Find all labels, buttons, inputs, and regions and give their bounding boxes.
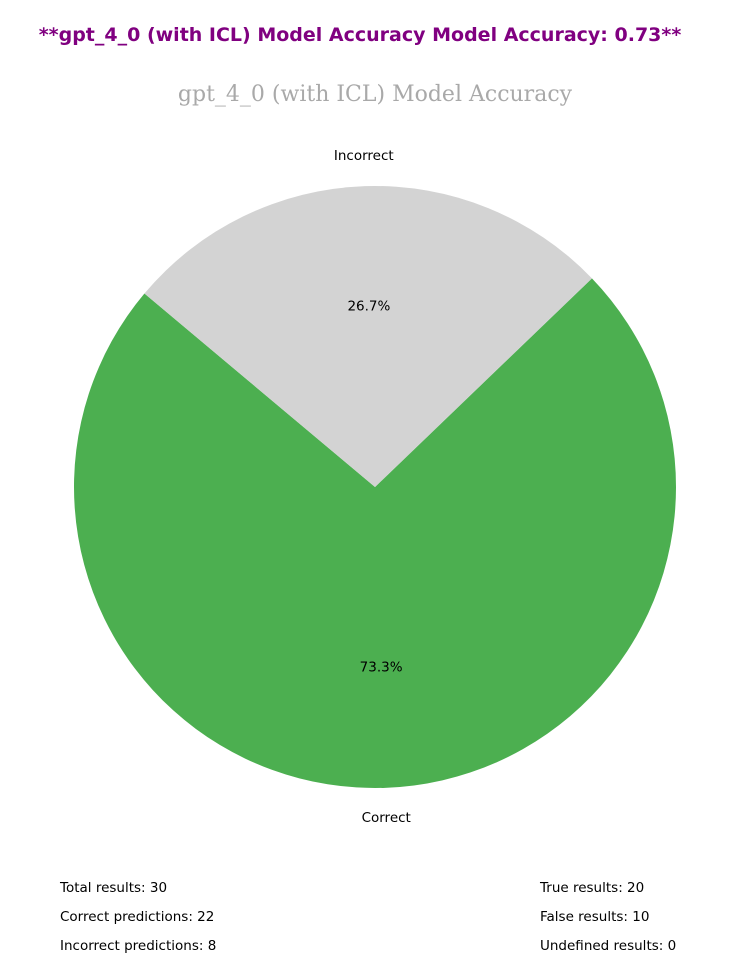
pie-value-label-incorrect: 26.7% (347, 299, 390, 315)
stat-undefined-results: Undefined results: 0 (540, 938, 677, 954)
pie-label-correct: Correct (362, 810, 411, 826)
stat-correct-predictions: Correct predictions: 22 (60, 909, 215, 925)
stat-true-results: True results: 20 (540, 880, 645, 896)
pie-value-label-correct: 73.3% (360, 659, 403, 675)
pie-slice-correct (74, 278, 676, 789)
headline: **gpt_4_0 (with ICL) Model Accuracy Mode… (38, 24, 682, 46)
pie-slice-incorrect (144, 185, 592, 487)
pie-chart: Correct 73.3% Incorrect 26.7% (74, 148, 676, 826)
stat-false-results: False results: 10 (540, 909, 650, 925)
stat-total-results: Total results: 30 (60, 880, 168, 896)
pie-label-incorrect: Incorrect (334, 148, 394, 164)
chart-title: gpt_4_0 (with ICL) Model Accuracy (177, 82, 573, 107)
stat-incorrect-predictions: Incorrect predictions: 8 (60, 938, 217, 954)
